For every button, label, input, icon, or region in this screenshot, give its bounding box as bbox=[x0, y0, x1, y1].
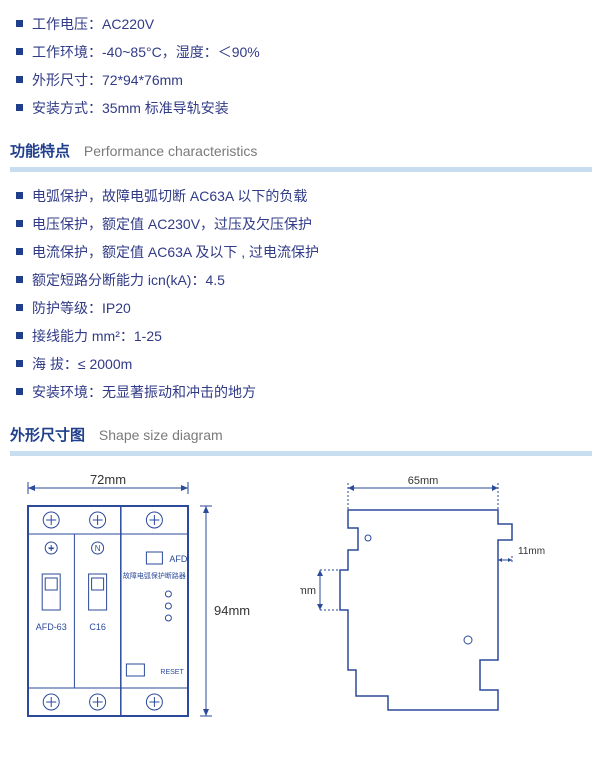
svg-text:11mm: 11mm bbox=[518, 546, 545, 557]
svg-text:RESET: RESET bbox=[160, 669, 184, 676]
section-title-cn: 功能特点 bbox=[10, 143, 70, 160]
svg-text:94mm: 94mm bbox=[214, 603, 250, 618]
side-view-diagram: 65mm 35mm 11mm bbox=[300, 470, 580, 750]
spec-item: 电弧保护，故障电弧切断 AC63A 以下的负载 bbox=[16, 186, 592, 206]
spec-item: 电流保护，额定值 AC63A 及以下 , 过电流保护 bbox=[16, 242, 592, 262]
section-title-en: Performance characteristics bbox=[84, 143, 258, 159]
divider bbox=[10, 451, 592, 456]
section-title-cn: 外形尺寸图 bbox=[10, 427, 85, 444]
spec-item: 额定短路分断能力 icn(kA)：4.5 bbox=[16, 270, 592, 290]
spec-item: 防护等级：IP20 bbox=[16, 298, 592, 318]
spec-item: 电压保护，额定值 AC230V，过压及欠压保护 bbox=[16, 214, 592, 234]
divider bbox=[10, 167, 592, 172]
svg-text:AFD-63: AFD-63 bbox=[36, 622, 67, 632]
svg-text:N: N bbox=[95, 544, 101, 553]
front-view-diagram: 72mm+NAFD-63C16AFD故障电弧保护断路器RESET94mm bbox=[10, 470, 260, 750]
spec-item: 接线能力 mm²：1-25 bbox=[16, 326, 592, 346]
spec-item: 海 拔：≤ 2000m bbox=[16, 354, 592, 374]
svg-text:35mm: 35mm bbox=[300, 585, 316, 597]
spec-list-top: 工作电压：AC220V 工作环境：-40~85°C，湿度：＜90% 外形尺寸：7… bbox=[10, 14, 592, 118]
spec-item: 工作环境：-40~85°C，湿度：＜90% bbox=[16, 42, 592, 62]
svg-text:故障电弧保护断路器: 故障电弧保护断路器 bbox=[123, 571, 186, 580]
spec-item: 工作电压：AC220V bbox=[16, 14, 592, 34]
section-header-shape: 外形尺寸图 Shape size diagram bbox=[10, 424, 592, 445]
spec-item: 外形尺寸：72*94*76mm bbox=[16, 70, 592, 90]
svg-text:AFD: AFD bbox=[169, 554, 188, 564]
svg-text:72mm: 72mm bbox=[90, 472, 126, 487]
diagram-row: 72mm+NAFD-63C16AFD故障电弧保护断路器RESET94mm 65m… bbox=[10, 470, 592, 750]
section-header-performance: 功能特点 Performance characteristics bbox=[10, 140, 592, 161]
svg-text:65mm: 65mm bbox=[408, 475, 439, 487]
spec-list-perf: 电弧保护，故障电弧切断 AC63A 以下的负载 电压保护，额定值 AC230V，… bbox=[10, 186, 592, 402]
svg-text:C16: C16 bbox=[89, 622, 106, 632]
spec-item: 安装环境：无显著振动和冲击的地方 bbox=[16, 382, 592, 402]
section-title-en: Shape size diagram bbox=[99, 427, 223, 443]
spec-item: 安装方式：35mm 标准导轨安装 bbox=[16, 98, 592, 118]
